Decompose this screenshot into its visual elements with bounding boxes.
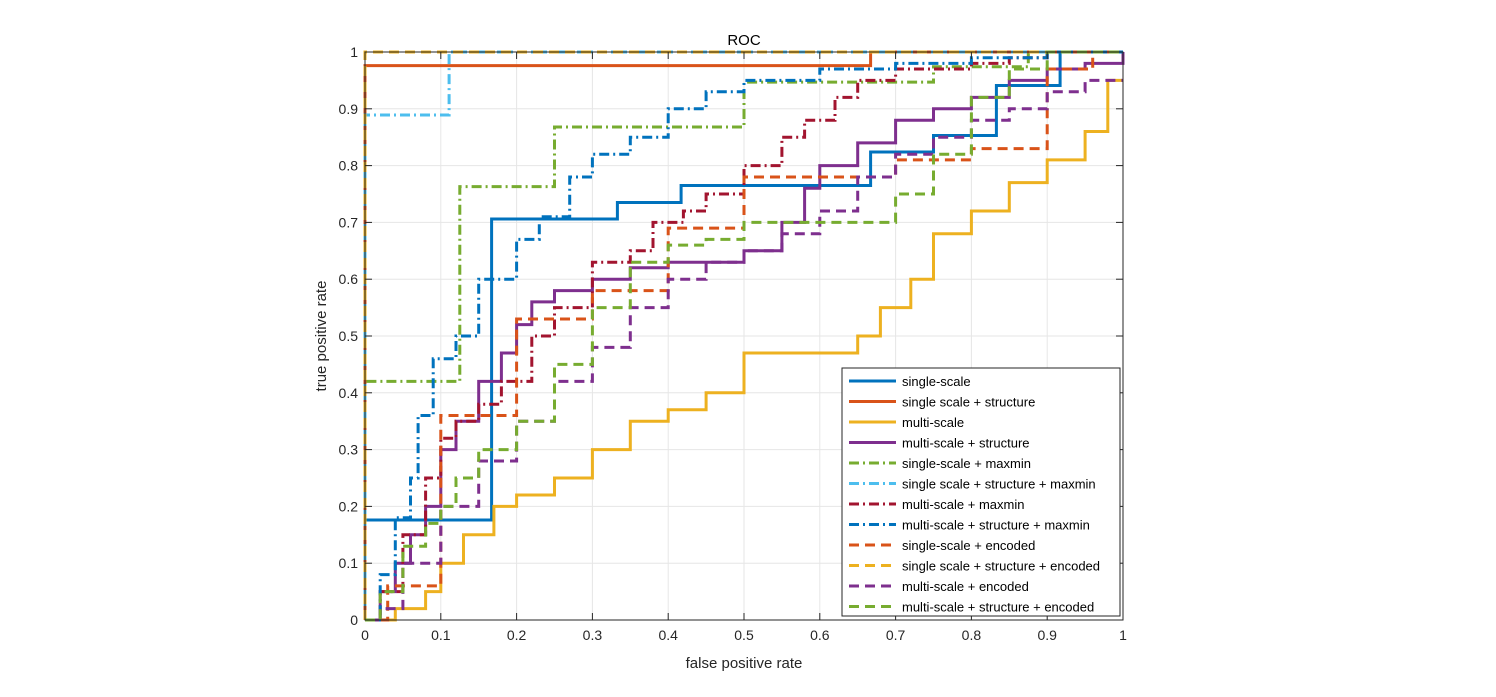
legend-box: [841, 367, 1121, 617]
y-tick-label: 0.1: [339, 555, 359, 571]
roc-series-line-12: [365, 50, 1123, 622]
x-axis-ticks: 0 0.1 0.2 0.3 0.4 0.5 0.6 0.7 0.8 0.9 1: [361, 52, 1127, 643]
y-tick-label: 0.2: [339, 498, 359, 514]
y-tick-label: 0.7: [339, 214, 359, 230]
x-tick-label: 0.1: [431, 627, 451, 643]
legend-label: single-scale: [902, 374, 971, 389]
x-tick-label: 0.5: [734, 627, 754, 643]
x-tick-label: 0.4: [658, 627, 678, 643]
legend-label: single-scale + encoded: [902, 538, 1035, 553]
y-tick-label: 0.9: [339, 101, 359, 117]
legend-label: multi-scale + structure + maxmin: [902, 518, 1090, 533]
roc-series-line-8: [365, 50, 1123, 622]
y-tick-label: 1: [350, 44, 358, 60]
roc-series-line-11: [365, 78, 1123, 622]
y-tick-label: 0.6: [339, 271, 359, 287]
legend-label: multi-scale + maxmin: [902, 497, 1024, 512]
legend: single-scale single scale + structure mult…: [841, 367, 1121, 617]
chart-title: ROC: [727, 32, 761, 49]
legend-label: multi-scale + structure: [902, 436, 1030, 451]
x-tick-label: 0.8: [962, 627, 982, 643]
x-tick-label: 0.9: [1037, 627, 1057, 643]
y-tick-label: 0: [350, 612, 358, 628]
x-axis-label: false positive rate: [686, 655, 803, 672]
x-tick-label: 0: [361, 627, 369, 643]
roc-series-line-6: [363, 50, 1123, 620]
x-tick-label: 0.2: [507, 627, 527, 643]
legend-label: single scale + structure: [902, 395, 1035, 410]
y-tick-label: 0.3: [339, 442, 359, 458]
legend-label: multi-scale + encoded: [902, 579, 1029, 594]
x-tick-label: 0.3: [583, 627, 603, 643]
x-tick-label: 1: [1119, 627, 1127, 643]
y-tick-label: 0.5: [339, 328, 359, 344]
y-tick-label: 0.8: [339, 158, 359, 174]
legend-label: single-scale + maxmin: [902, 456, 1031, 471]
legend-label: multi-scale + structure + encoded: [902, 600, 1094, 615]
legend-label: single scale + structure + maxmin: [902, 477, 1096, 492]
roc-series-line-3: [365, 78, 1123, 622]
y-tick-label: 0.4: [339, 385, 359, 401]
legend-label: multi-scale: [902, 415, 964, 430]
x-tick-label: 0.6: [810, 627, 830, 643]
x-tick-label: 0.7: [886, 627, 906, 643]
roc-series-line-1: [363, 50, 1123, 620]
legend-label: single scale + structure + encoded: [902, 559, 1100, 574]
y-axis-label: true positive rate: [313, 281, 330, 392]
